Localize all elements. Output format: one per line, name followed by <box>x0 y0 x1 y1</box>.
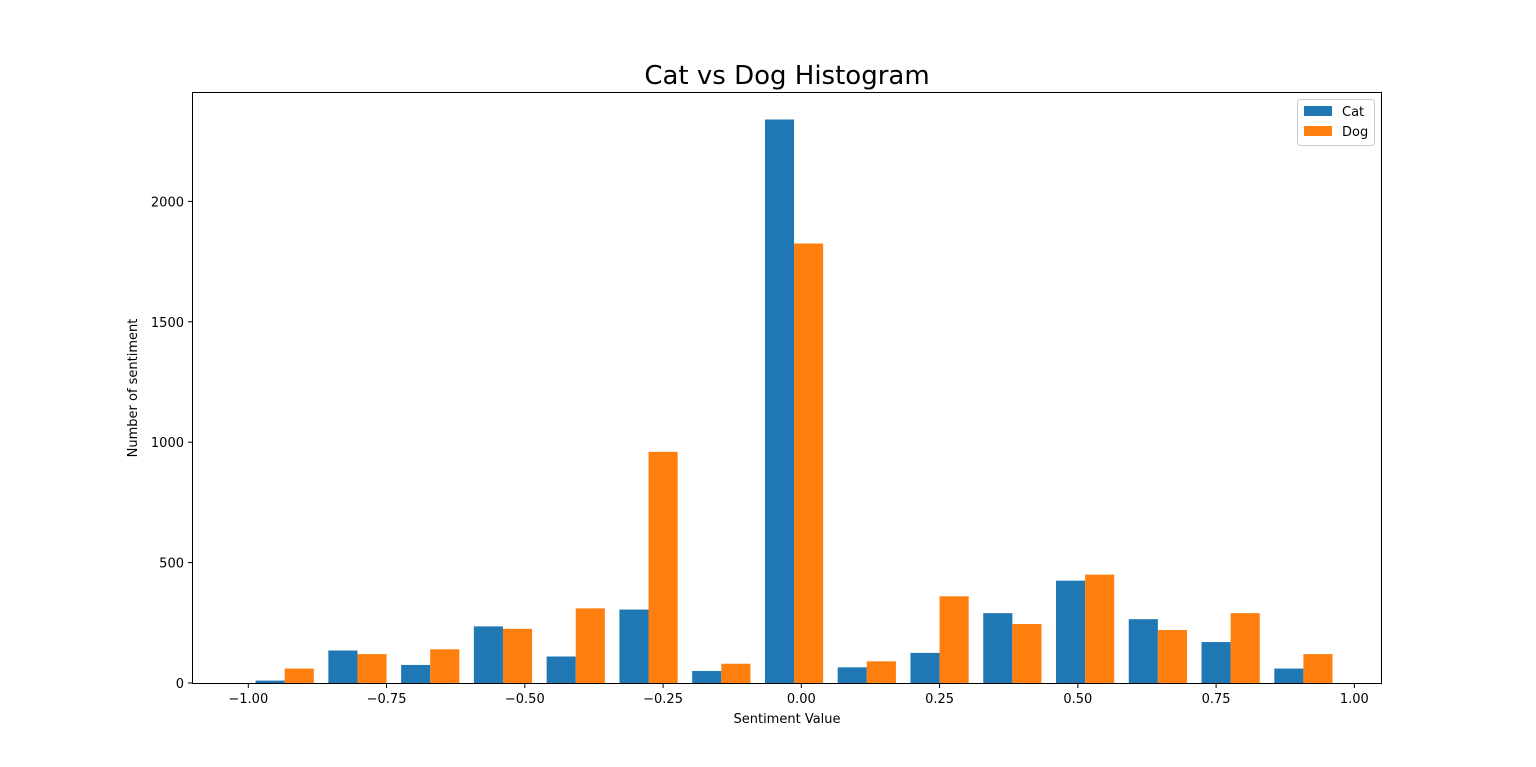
bar-cat-bin-11 <box>1056 580 1086 683</box>
x-tick-label: 0.50 <box>1063 692 1092 707</box>
bar-cat-bin-10 <box>983 613 1013 683</box>
bar-dog-bin-3 <box>502 628 533 683</box>
bar-cat-bin-13 <box>1201 642 1231 683</box>
y-tick-label: 0 <box>176 677 184 692</box>
plot-area-frame <box>192 92 1382 684</box>
bar-dog-bin-9 <box>939 596 969 683</box>
bar-cat-bin-4 <box>546 656 576 683</box>
bar-dog-bin-8 <box>866 661 896 683</box>
legend: Cat Dog <box>1297 99 1375 146</box>
bar-cat-bin-9 <box>910 652 940 683</box>
bar-dog-bin-4 <box>575 608 605 683</box>
bar-dog-bin-1 <box>357 654 387 683</box>
legend-label-dog: Dog <box>1342 125 1368 140</box>
bar-cat-bin-7 <box>764 119 795 683</box>
bar-cat-bin-3 <box>473 626 503 683</box>
bar-cat-bin-1 <box>328 650 358 683</box>
x-tick-label: −0.25 <box>643 692 683 707</box>
bar-dog-bin-10 <box>1012 624 1042 683</box>
x-tick-label: 1.00 <box>1340 692 1369 707</box>
bar-cat-bin-14 <box>1274 668 1304 683</box>
bar-cat-bin-0 <box>255 680 285 683</box>
y-tick-label: 1000 <box>151 436 184 451</box>
y-tick-label: 500 <box>159 557 184 572</box>
legend-swatch-dog <box>1304 126 1332 136</box>
bar-dog-bin-11 <box>1085 574 1115 683</box>
bars-layer <box>255 119 1333 684</box>
bar-cat-bin-2 <box>401 664 431 683</box>
bar-dog-bin-6 <box>721 663 751 683</box>
y-axis-label: Number of sentiment <box>126 319 141 458</box>
bar-dog-bin-5 <box>648 451 678 683</box>
legend-swatch-cat <box>1304 106 1332 116</box>
x-tick-label: 0.00 <box>787 692 816 707</box>
bar-dog-bin-12 <box>1157 630 1187 683</box>
x-tick-label: −0.50 <box>505 692 545 707</box>
y-tick-label: 1500 <box>151 316 184 331</box>
bar-dog-bin-13 <box>1230 613 1260 683</box>
bar-dog-bin-14 <box>1303 654 1333 683</box>
legend-label-cat: Cat <box>1342 105 1364 120</box>
x-axis-label: Sentiment Value <box>733 712 840 727</box>
x-tick-label: 0.25 <box>925 692 954 707</box>
bar-dog-bin-0 <box>284 668 314 683</box>
chart-title: Cat vs Dog Histogram <box>644 61 929 91</box>
bar-dog-bin-7 <box>794 243 824 684</box>
bar-cat-bin-6 <box>692 670 722 683</box>
ticks-layer: −1.00 −0.75 −0.50 −0.25 0.00 0.25 0.50 0.75 1.00… <box>151 195 1369 707</box>
x-tick-label: −0.75 <box>367 692 407 707</box>
bar-cat-bin-5 <box>619 609 649 683</box>
bar-cat-bin-8 <box>837 667 867 683</box>
x-tick-label: 0.75 <box>1202 692 1231 707</box>
bar-dog-bin-2 <box>430 649 460 683</box>
bar-cat-bin-12 <box>1128 619 1158 683</box>
x-tick-label: −1.00 <box>228 692 268 707</box>
y-tick-label: 2000 <box>151 195 184 210</box>
